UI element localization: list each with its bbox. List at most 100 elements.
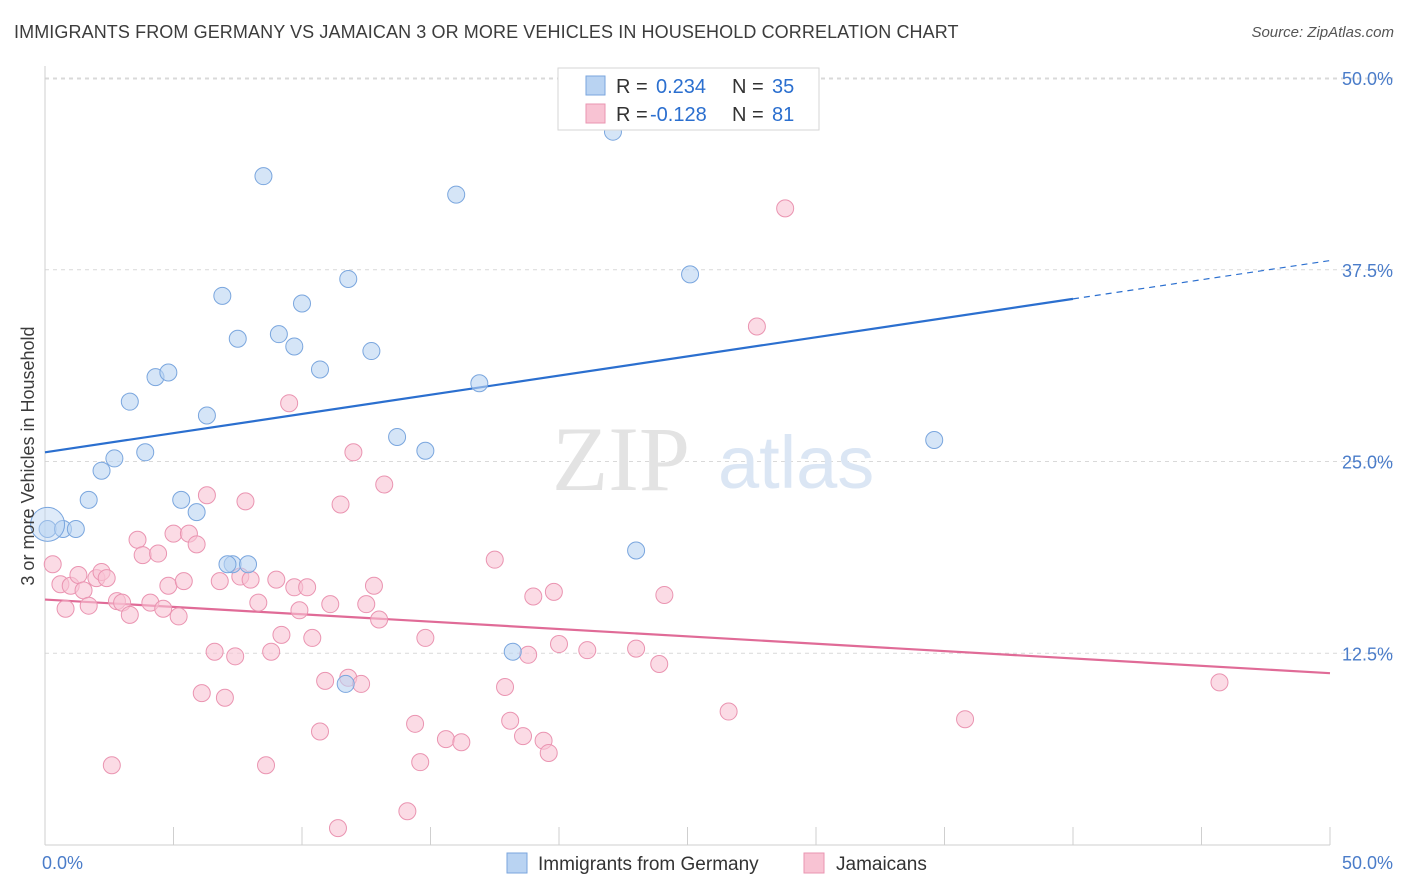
germany-point-6 [120, 392, 139, 411]
bottom-legend-label-jamaicans: Jamaicans [836, 854, 927, 875]
bottom-legend-swatch-pink [803, 852, 825, 874]
germany-point-17 [254, 167, 273, 186]
jamaican-point-58 [411, 753, 430, 772]
jamaican-point-10 [102, 756, 121, 775]
germany-point-27 [470, 374, 489, 393]
jamaican-point-26 [197, 486, 216, 505]
jamaican-point-70 [544, 582, 563, 601]
jamaican-point-9 [97, 569, 116, 588]
germany-point-16 [228, 329, 247, 348]
jamaican-point-44 [310, 722, 329, 741]
jamaican-point-29 [215, 688, 234, 707]
jamaican-point-54 [370, 610, 389, 629]
germany-trendline [44, 297, 1074, 454]
jamaican-point-13 [120, 605, 139, 624]
germany-point-7 [136, 443, 155, 462]
jamaican-point-30 [226, 647, 245, 666]
germany-point-23 [362, 342, 381, 361]
jamaican-point-63 [496, 677, 515, 696]
legend-r-value-2: -0.128 [650, 104, 707, 126]
y-axis-label: 3 or more Vehicles in Household [18, 326, 38, 585]
germany-point-15 [239, 555, 258, 574]
trendlines [44, 259, 1331, 675]
jamaican-point-45 [316, 671, 335, 690]
legend-swatch-pink [585, 103, 606, 124]
jamaican-point-41 [290, 601, 309, 620]
jamaican-point-69 [539, 743, 558, 762]
zipatlas-watermark: ZIP atlas [552, 408, 874, 510]
jamaican-point-42 [298, 578, 317, 597]
germany-point-9 [159, 363, 178, 382]
jamaican-point-5 [74, 581, 93, 600]
bottom-legend: Immigrants from Germany Jamaicans [506, 852, 927, 875]
jamaican-point-67 [524, 587, 543, 606]
jamaican-point-22 [174, 572, 193, 591]
germany-point-11 [187, 503, 206, 522]
germany-point-18 [269, 325, 288, 344]
jamaican-point-35 [257, 756, 276, 775]
germany-point-3 [79, 490, 98, 509]
jamaican-point-39 [280, 394, 299, 413]
y-tick-label-0: 12.5% [1342, 644, 1393, 664]
jamaican-point-65 [514, 727, 533, 746]
germany-point-12 [197, 406, 216, 425]
bottom-legend-label-germany: Immigrants from Germany [538, 854, 759, 875]
jamaican-point-57 [406, 714, 425, 733]
x-tick-label-0: 0.0% [42, 853, 83, 873]
jamaican-point-28 [210, 572, 229, 591]
germany-point-2 [66, 519, 85, 538]
germany-trendline-extension [1072, 259, 1331, 300]
legend-n-value-2: 81 [772, 104, 794, 126]
legend-r-label-2: R = [616, 104, 648, 126]
jamaican-point-24 [187, 535, 206, 554]
jamaican-point-61 [452, 733, 471, 752]
jamaican-point-6 [79, 596, 98, 615]
jamaican-point-60 [436, 730, 455, 749]
jamaican-point-74 [650, 654, 669, 673]
germany-point-25 [416, 441, 435, 460]
jamaican-point-73 [627, 639, 646, 658]
jamaican-point-18 [154, 599, 173, 618]
germany-point-32 [925, 431, 944, 450]
watermark-atlas: atlas [718, 421, 874, 504]
jamaican-point-15 [133, 546, 152, 565]
jamaican-point-27 [205, 642, 224, 661]
legend-r-value-1: 0.234 [656, 76, 706, 98]
germany-point-33 [336, 674, 355, 693]
jamaican-trendline [44, 598, 1331, 675]
germany-point-13 [213, 286, 232, 305]
legend-swatch-blue [585, 75, 606, 96]
jamaican-point-50 [344, 443, 363, 462]
jamaican-point-80 [1210, 673, 1229, 692]
jamaican-point-59 [416, 628, 435, 647]
jamaican-point-34 [249, 593, 268, 612]
jamaican-point-55 [375, 475, 394, 494]
jamaican-point-37 [267, 570, 286, 589]
legend-n-value-1: 35 [772, 76, 794, 98]
data-points [30, 122, 1229, 838]
y-tick-label-3: 50.0% [1342, 69, 1393, 89]
germany-point-20 [310, 360, 329, 379]
jamaican-point-77 [747, 317, 766, 336]
germany-point-34 [218, 555, 237, 574]
jamaican-point-2 [56, 599, 75, 618]
axes [44, 66, 1331, 846]
germany-point-22 [339, 269, 358, 288]
germany-point-24 [388, 427, 407, 446]
germany-point-5 [105, 449, 124, 468]
germany-point-26 [447, 185, 466, 204]
jamaican-point-17 [149, 544, 168, 563]
bottom-legend-swatch-blue [506, 852, 528, 874]
watermark-zip: ZIP [552, 408, 690, 510]
jamaican-point-19 [159, 576, 178, 595]
legend-box: R = 0.234 N = 35 R = -0.128 N = 81 [557, 67, 820, 131]
y-tick-label-2: 37.5% [1342, 261, 1393, 281]
jamaican-point-53 [364, 576, 383, 595]
legend-n-label-1: N = [732, 76, 764, 98]
jamaican-point-79 [956, 710, 975, 729]
y-tick-labels: 12.5% 25.0% 37.5% 50.0% [1342, 69, 1393, 664]
jamaican-point-75 [655, 585, 674, 604]
jamaican-point-66 [519, 645, 538, 664]
jamaican-point-33 [241, 570, 260, 589]
